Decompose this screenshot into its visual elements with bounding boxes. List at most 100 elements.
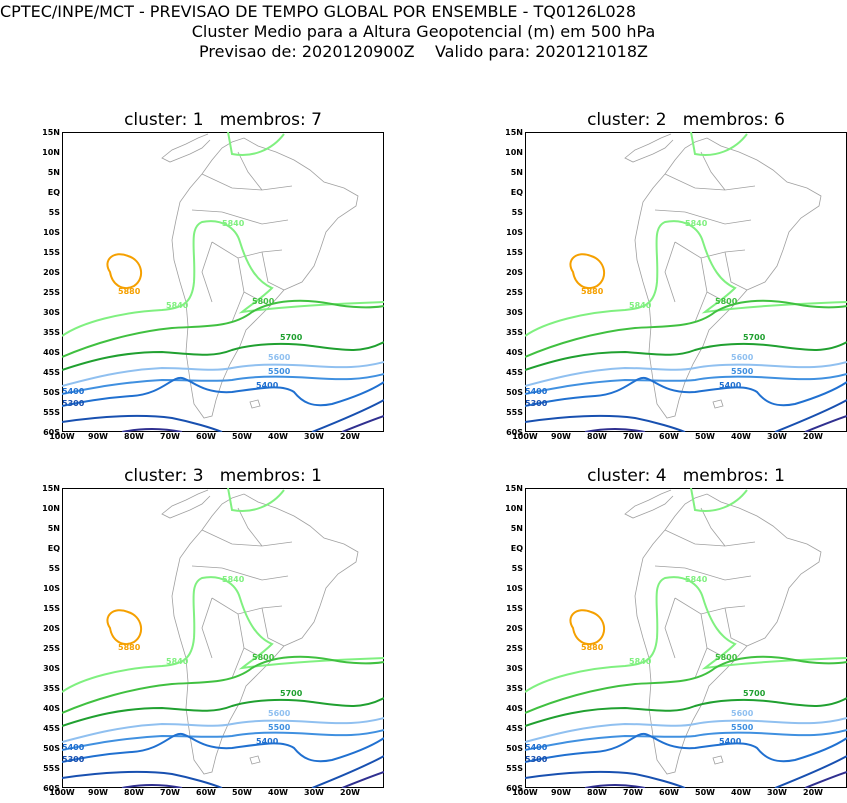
- country-borders: [191, 151, 293, 323]
- lat-label: EQ: [47, 188, 60, 197]
- lat-label: 35S: [43, 328, 60, 337]
- label-5880: 5880: [581, 287, 604, 296]
- contour-5500: [62, 373, 384, 395]
- coastline: [161, 133, 359, 419]
- lat-label: 20S: [506, 624, 523, 633]
- lat-label: 15N: [505, 128, 523, 137]
- label-5800: 5800: [252, 297, 275, 306]
- south-america-outline: [171, 493, 359, 775]
- contour-5880: [569, 609, 606, 646]
- contour-5200: [584, 771, 847, 788]
- lat-label: 5N: [47, 524, 60, 533]
- country-borders: [654, 507, 756, 679]
- contours: [62, 488, 384, 788]
- contour-5880: [106, 609, 143, 646]
- panel-title: cluster: 2 membros: 6: [587, 110, 785, 130]
- label-5800: 5800: [715, 297, 738, 306]
- lat-label: 10S: [506, 228, 523, 237]
- lat-label: 5S: [511, 564, 523, 573]
- lat-label: 50S: [43, 388, 60, 397]
- label-5500: 5500: [731, 723, 754, 732]
- label-5840-a: 5840: [222, 219, 245, 228]
- lat-label: 25S: [506, 644, 523, 653]
- lat-label: 5S: [511, 208, 523, 217]
- lon-label: 20W: [803, 788, 823, 797]
- cluster-panel-4: cluster: 4 membros: 1 15N 10N 5N EQ 5S 10S 15S…: [463, 466, 847, 797]
- contour-5400: [525, 732, 847, 763]
- contours: [62, 132, 384, 432]
- label-5800: 5800: [715, 653, 738, 662]
- contour-5800: [62, 655, 384, 714]
- lat-label: 60S: [43, 428, 60, 437]
- lon-label: 100W: [49, 788, 75, 797]
- central-america-outline: [161, 133, 211, 163]
- label-5300: 5300: [525, 755, 548, 764]
- map-frame: [525, 488, 847, 788]
- contour-5300: [525, 755, 847, 788]
- coastline: [624, 489, 822, 775]
- label-5880: 5880: [118, 287, 141, 296]
- lon-label: 70W: [160, 432, 180, 441]
- lat-label: 40S: [43, 348, 60, 357]
- lon-label: 30W: [767, 432, 787, 441]
- lon-label: 50W: [695, 432, 715, 441]
- contour-5800: [525, 655, 847, 714]
- map-canvas: 5880 5840 5840 5800 5700 5600 5500 5400 …: [62, 132, 384, 432]
- contour-5200: [584, 415, 847, 432]
- map-frame: [525, 132, 847, 432]
- contour-5500: [62, 729, 384, 751]
- map-frame: [62, 488, 384, 788]
- label-5600: 5600: [268, 353, 291, 362]
- lon-label: 20W: [340, 788, 360, 797]
- contour-5840-main: [525, 220, 847, 337]
- lon-label: 90W: [88, 432, 108, 441]
- label-5800: 5800: [252, 653, 275, 662]
- label-5700: 5700: [280, 689, 303, 698]
- contour-5500: [525, 729, 847, 751]
- lat-label: 15N: [42, 128, 60, 137]
- label-5600: 5600: [731, 353, 754, 362]
- lat-label: 45S: [43, 724, 60, 733]
- lat-label: 40S: [506, 348, 523, 357]
- south-america-outline: [171, 137, 359, 419]
- central-america-outline: [161, 489, 211, 519]
- contour-5700: [525, 341, 847, 371]
- label-5500: 5500: [268, 367, 291, 376]
- falklands: [249, 755, 261, 765]
- lon-label: 100W: [512, 788, 538, 797]
- label-5400-a: 5400: [719, 381, 742, 390]
- label-5400-b: 5400: [525, 387, 548, 396]
- map-canvas: 5880 5840 5840 5800 5700 5600 5500 5400 …: [525, 488, 847, 788]
- contour-5600: [525, 361, 847, 387]
- lat-label: 35S: [43, 684, 60, 693]
- lat-label: 35S: [506, 328, 523, 337]
- contour-5400: [62, 732, 384, 763]
- lon-label: 80W: [587, 432, 607, 441]
- lon-label: 60W: [659, 788, 679, 797]
- lat-label: 60S: [43, 784, 60, 793]
- lon-label: 90W: [88, 788, 108, 797]
- lat-label: 15S: [43, 604, 60, 613]
- coastline: [161, 489, 359, 775]
- lat-label: 10N: [505, 148, 523, 157]
- lat-label: 50S: [506, 388, 523, 397]
- falklands: [712, 755, 724, 765]
- header-line-3: Previsao de: 2020120900Z Valido para: 20…: [199, 42, 648, 61]
- lat-label: 50S: [506, 744, 523, 753]
- lon-label: 50W: [232, 788, 252, 797]
- falklands: [249, 399, 261, 409]
- lat-label: 35S: [506, 684, 523, 693]
- lat-label: 10S: [506, 584, 523, 593]
- lat-label: 55S: [43, 764, 60, 773]
- lon-label: 90W: [551, 432, 571, 441]
- label-5600: 5600: [731, 709, 754, 718]
- label-5400-b: 5400: [525, 743, 548, 752]
- lat-label: 30S: [506, 664, 523, 673]
- contour-labels: 5880 5840 5840 5800 5700 5600 5500 5400 …: [525, 219, 766, 408]
- lat-label: 5N: [510, 168, 523, 177]
- label-5840-b: 5840: [166, 657, 189, 666]
- contour-5840-main: [62, 220, 384, 337]
- contour-5200: [121, 771, 384, 788]
- header-line-2: Cluster Medio para a Altura Geopotencial…: [191, 22, 656, 41]
- lat-label: 45S: [506, 368, 523, 377]
